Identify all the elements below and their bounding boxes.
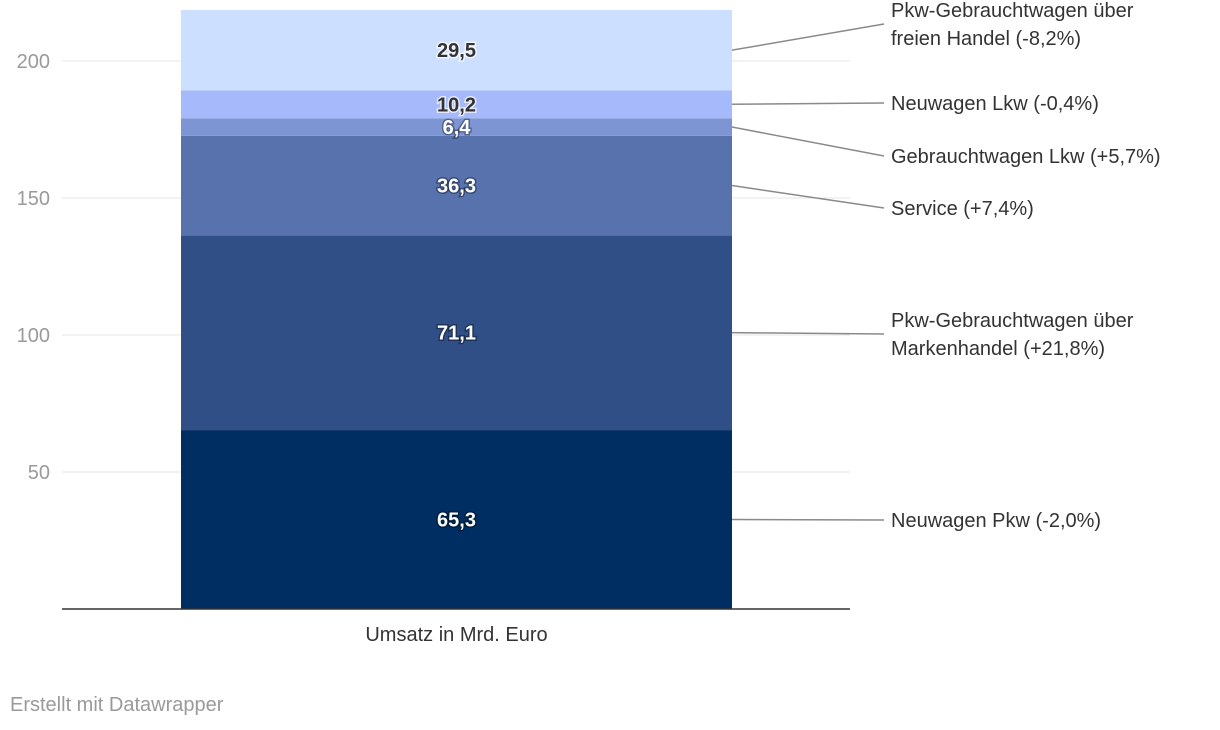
y-tick-label: 100 xyxy=(17,325,50,347)
bar-segment xyxy=(181,118,732,136)
segment-value-label: 6,4 xyxy=(443,117,472,139)
bar-segment xyxy=(181,135,732,236)
segment-value-label: 65,3 xyxy=(437,510,476,532)
segment-value-label: 36,3 xyxy=(437,176,476,198)
series-label-line: Service (+7,4%) xyxy=(891,198,1034,220)
leader-line xyxy=(731,184,885,209)
series-label-line: Neuwagen Pkw (-2,0%) xyxy=(891,510,1101,532)
series-label: Gebrauchtwagen Lkw (+5,7%) xyxy=(891,146,1161,168)
x-category-label: Umsatz in Mrd. Euro xyxy=(365,624,547,646)
y-tick-label: 50 xyxy=(28,462,50,484)
series-label-line: Neuwagen Lkw (-0,4%) xyxy=(891,93,1099,115)
series-label-line: Markenhandel (+21,8%) xyxy=(891,338,1105,360)
leader-line xyxy=(731,23,885,51)
leader-line xyxy=(731,102,885,106)
series-label-line: Pkw-Gebrauchtwagen über xyxy=(891,0,1134,22)
leader-line xyxy=(731,331,885,335)
y-tick-label: 150 xyxy=(17,188,50,210)
bar-segment xyxy=(181,10,732,91)
series-label-line: Gebrauchtwagen Lkw (+5,7%) xyxy=(891,146,1161,168)
series-label: Pkw-Gebrauchtwagen über freien Handel (-8… xyxy=(891,0,1134,50)
segment-value-label: 71,1 xyxy=(437,323,476,345)
series-label: Neuwagen Pkw (-2,0%) xyxy=(891,510,1101,532)
bar-segment xyxy=(181,90,732,119)
series-label: Neuwagen Lkw (-0,4%) xyxy=(891,93,1099,115)
series-label: Pkw-Gebrauchtwagen über Markenhandel (+21… xyxy=(891,310,1134,360)
datawrapper-credit: Erstellt mit Datawrapper xyxy=(10,694,224,716)
leader-line xyxy=(731,126,885,157)
series-label: Service (+7,4%) xyxy=(891,198,1034,220)
series-label-line: freien Handel (-8,2%) xyxy=(891,28,1081,50)
bar-segment xyxy=(181,235,732,431)
segment-value-label: 10,2 xyxy=(437,94,476,116)
series-label-line: Pkw-Gebrauchtwagen über xyxy=(891,310,1134,332)
bar-segment xyxy=(181,430,732,609)
segment-value-label: 29,5 xyxy=(437,40,476,62)
y-tick-label: 200 xyxy=(17,51,50,73)
